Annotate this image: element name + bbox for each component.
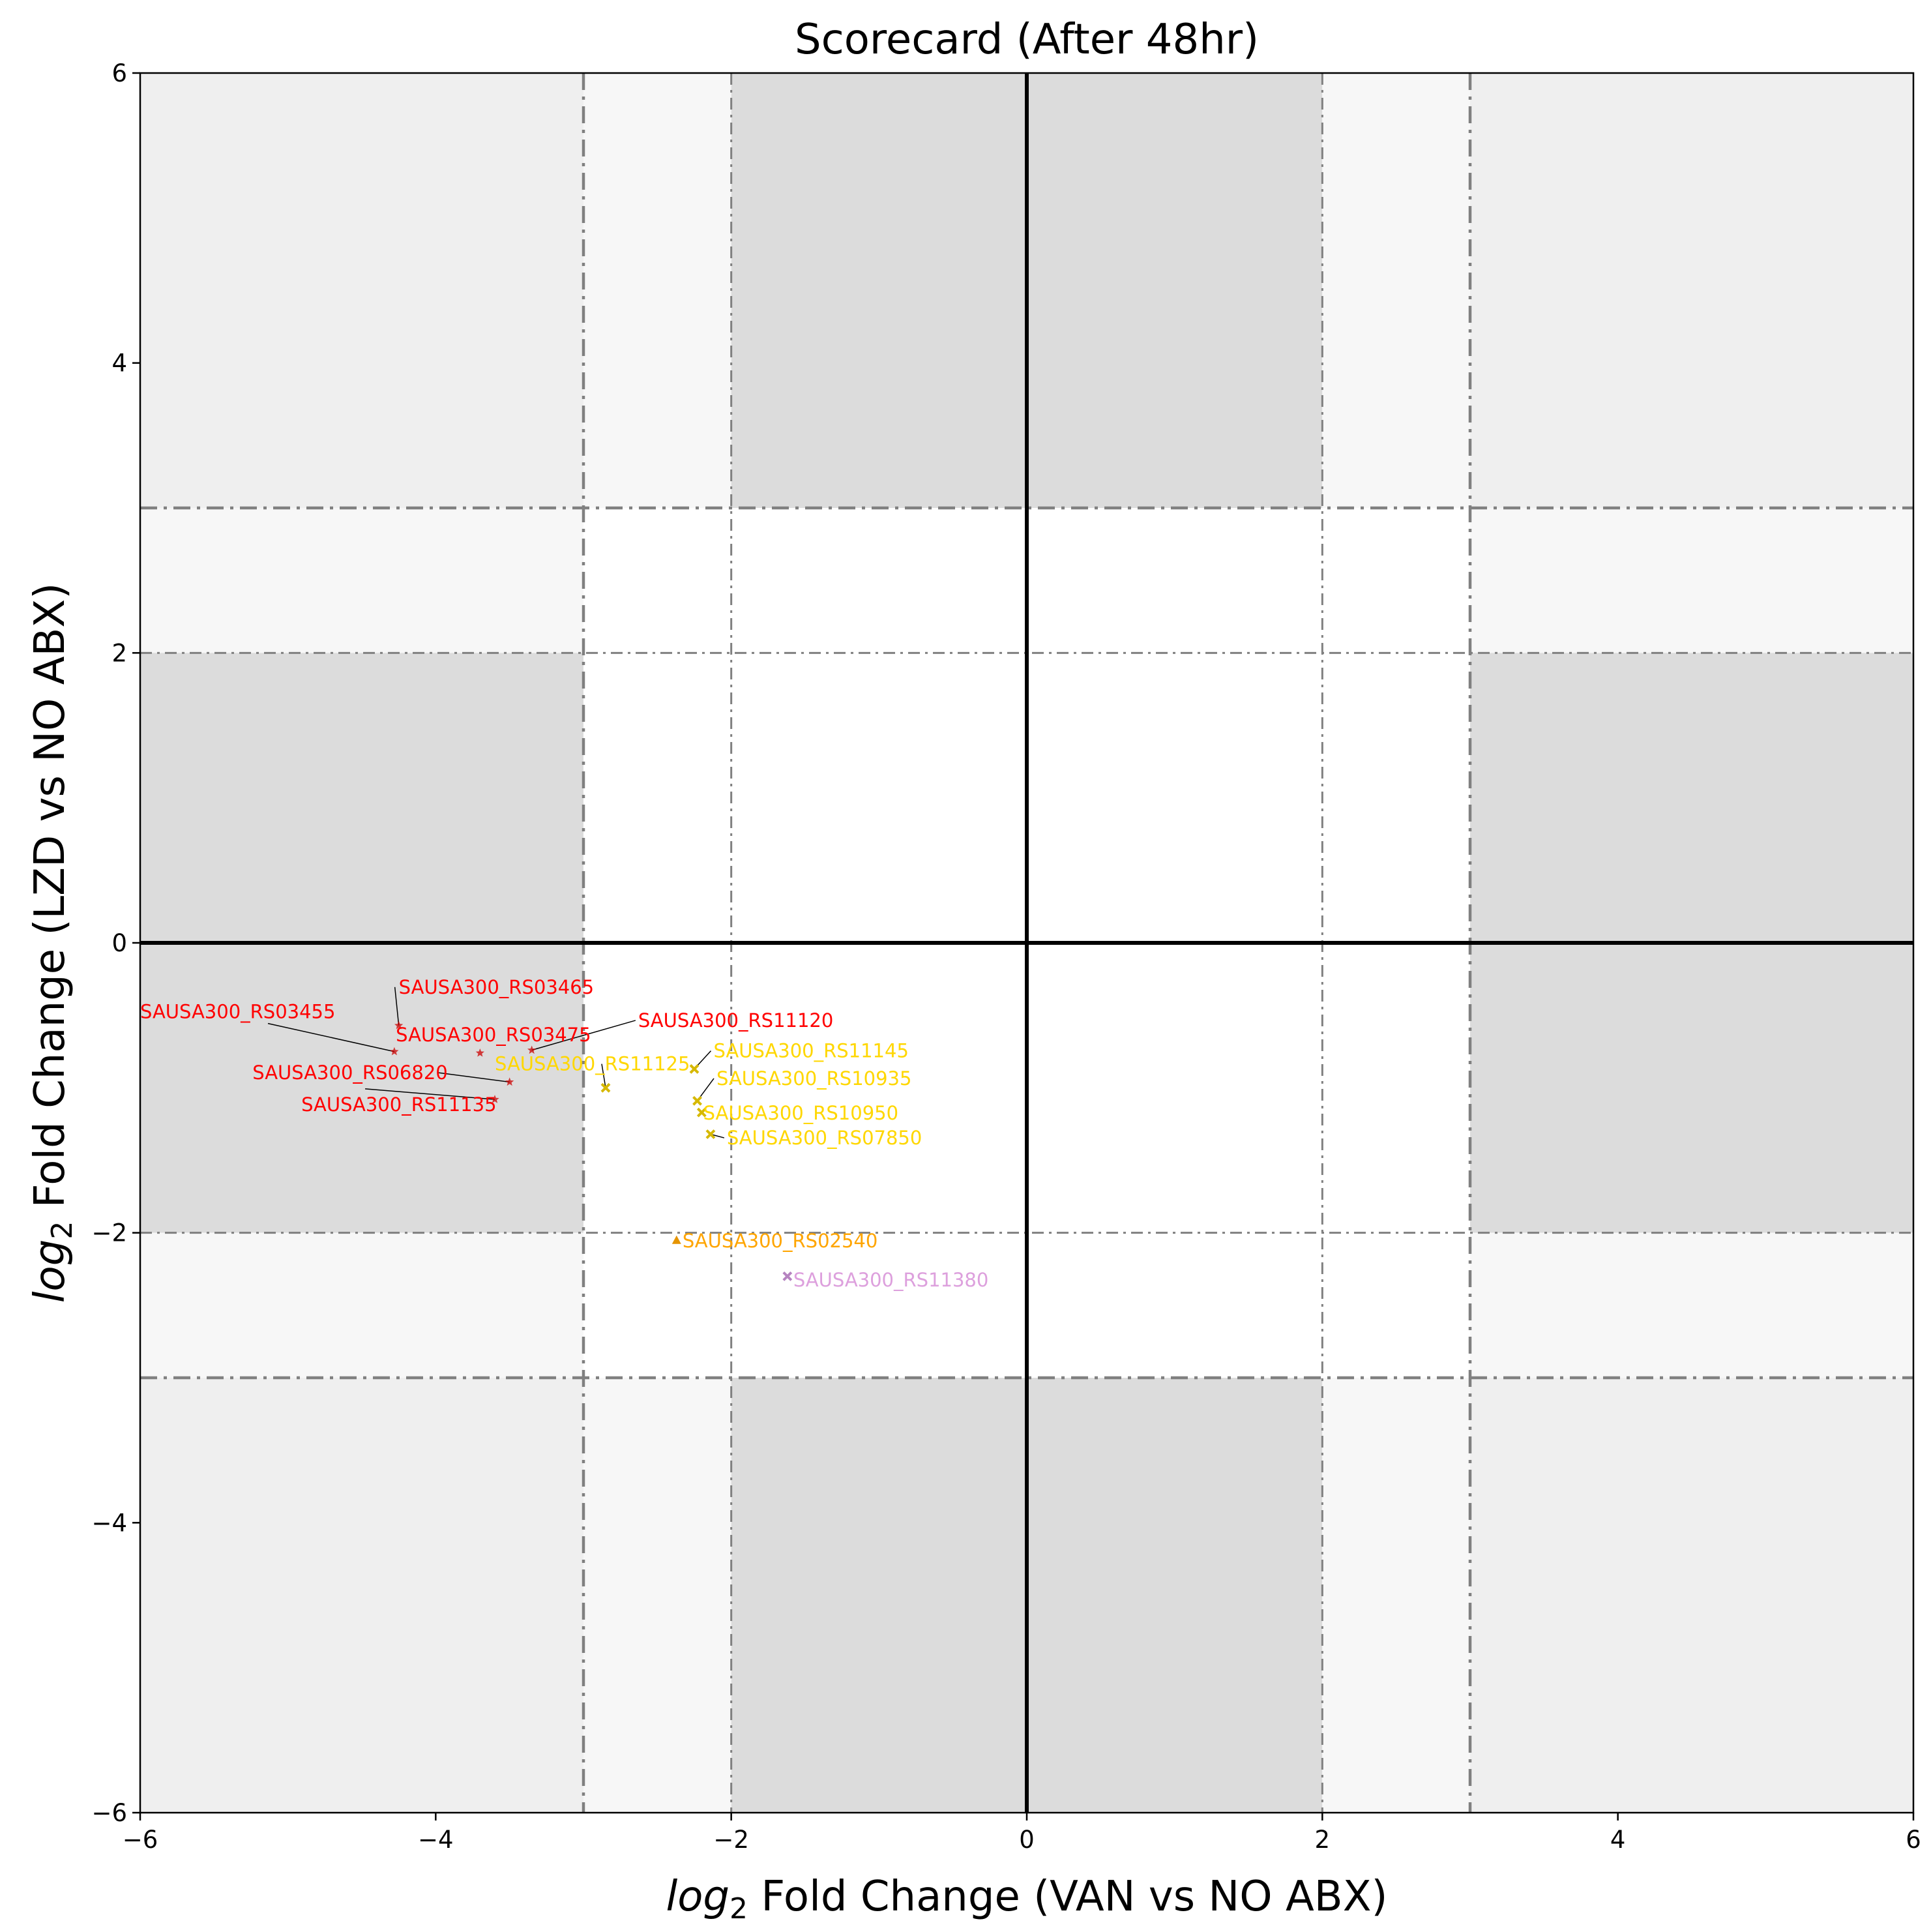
point-sausa300-rs06820 <box>505 1077 514 1086</box>
label-leader-lines <box>267 987 725 1138</box>
x-tick-label: 4 <box>1610 1826 1626 1854</box>
x-axis-title-log: log <box>666 1873 730 1921</box>
y-axis-title: log2 Fold Change (LZD vs NO ABX) <box>26 583 79 1303</box>
point-sausa300-rs11135 <box>490 1095 499 1103</box>
point-sausa300-rs10950 <box>696 1107 707 1118</box>
leader-sausa300-rs03455 <box>267 1022 395 1052</box>
leader-sausa300-rs11125 <box>601 1063 606 1088</box>
shaded-region <box>1470 508 1913 653</box>
data-points <box>390 1020 793 1281</box>
x-tick-label: −4 <box>418 1826 454 1854</box>
label-sausa300-rs10950: SAUSA300_RS10950 <box>703 1102 898 1124</box>
x-axis-ticks: −6 −4 −2 0 2 4 6 <box>123 1813 1921 1854</box>
point-sausa300-rs11120 <box>527 1045 537 1054</box>
label-sausa300-rs11135: SAUSA300_RS11135 <box>301 1093 496 1116</box>
x-tick-label: 2 <box>1315 1826 1331 1854</box>
point-sausa300-rs10935 <box>692 1095 702 1106</box>
x-tick-label: 6 <box>1906 1826 1921 1854</box>
shaded-region <box>1322 73 1470 508</box>
label-sausa300-rs06820: SAUSA300_RS06820 <box>252 1062 447 1084</box>
x-tick-label: −2 <box>713 1826 749 1854</box>
label-sausa300-rs03455: SAUSA300_RS03455 <box>140 1001 335 1023</box>
point-sausa300-rs11125-stroke-b <box>600 1082 611 1093</box>
y-tick-label: 2 <box>111 639 127 667</box>
y-axis-title-sub: 2 <box>46 1221 79 1240</box>
label-sausa300-rs11125: SAUSA300_RS11125 <box>495 1053 690 1075</box>
shaded-region <box>1470 1232 1913 1378</box>
leader-sausa300-rs11120 <box>531 1020 636 1051</box>
label-sausa300-rs11145: SAUSA300_RS11145 <box>713 1040 908 1062</box>
shaded-region <box>140 73 583 508</box>
point-sausa300-rs07850 <box>705 1129 716 1139</box>
y-tick-label: 6 <box>111 59 127 87</box>
point-labels: SAUSA300_RS03455 SAUSA300_RS03465 SAUSA300… <box>140 976 988 1291</box>
point-sausa300-rs11145-stroke-b <box>689 1064 700 1074</box>
shaded-region <box>140 1232 583 1378</box>
x-tick-label: −6 <box>123 1826 158 1854</box>
label-sausa300-rs03465: SAUSA300_RS03465 <box>399 976 594 998</box>
label-sausa300-rs02540: SAUSA300_RS02540 <box>683 1230 877 1252</box>
label-sausa300-rs11380: SAUSA300_RS11380 <box>793 1269 988 1291</box>
shaded-region <box>1322 1378 1470 1813</box>
x-tick-label: 0 <box>1019 1826 1035 1854</box>
label-sausa300-rs10935: SAUSA300_RS10935 <box>716 1067 911 1090</box>
chart-title: Scorecard (After 48hr) <box>795 16 1259 64</box>
y-tick-label: 0 <box>111 929 127 957</box>
point-sausa300-rs10935-stroke-b <box>692 1095 702 1106</box>
zero-axis-lines <box>140 73 1913 1813</box>
label-sausa300-rs11120: SAUSA300_RS11120 <box>638 1009 833 1032</box>
x-axis-title: log2 Fold Change (VAN vs NO ABX) <box>666 1873 1387 1925</box>
point-sausa300-rs03455 <box>390 1047 399 1056</box>
x-axis-title-sub: 2 <box>730 1892 748 1925</box>
shaded-region <box>140 508 583 653</box>
point-sausa300-rs02540 <box>671 1235 681 1244</box>
y-tick-label: −2 <box>91 1219 127 1247</box>
point-sausa300-rs11380-stroke-b <box>782 1271 793 1281</box>
y-tick-label: −6 <box>91 1799 127 1827</box>
leader-sausa300-rs03465 <box>394 987 400 1026</box>
y-axis-title-rest: Fold Change (LZD vs NO ABX) <box>26 583 74 1221</box>
shaded-region <box>1470 1378 1913 1813</box>
y-tick-label: −4 <box>91 1509 127 1537</box>
point-sausa300-rs10950-stroke-b <box>696 1107 707 1118</box>
shaded-region <box>1470 73 1913 508</box>
shaded-region <box>583 73 731 508</box>
shaded-region <box>583 1378 731 1813</box>
label-sausa300-rs03475: SAUSA300_RS03475 <box>396 1024 591 1046</box>
point-sausa300-rs11380 <box>782 1271 793 1281</box>
y-axis-ticks: −6 −4 −2 0 2 4 6 <box>91 59 140 1827</box>
point-sausa300-rs11145 <box>689 1064 700 1074</box>
point-sausa300-rs07850-stroke-b <box>705 1129 716 1139</box>
leader-sausa300-rs06820 <box>437 1072 510 1083</box>
point-sausa300-rs11125 <box>600 1082 611 1093</box>
x-axis-title-rest: Fold Change (VAN vs NO ABX) <box>748 1873 1387 1921</box>
y-tick-label: 4 <box>111 349 127 378</box>
y-axis-title-log: log <box>26 1240 74 1303</box>
point-sausa300-rs03465 <box>394 1020 404 1030</box>
shaded-region <box>140 1378 583 1813</box>
leader-sausa300-rs11135 <box>365 1088 495 1100</box>
label-sausa300-rs07850: SAUSA300_RS07850 <box>727 1127 922 1149</box>
point-sausa300-rs03475 <box>475 1048 484 1057</box>
